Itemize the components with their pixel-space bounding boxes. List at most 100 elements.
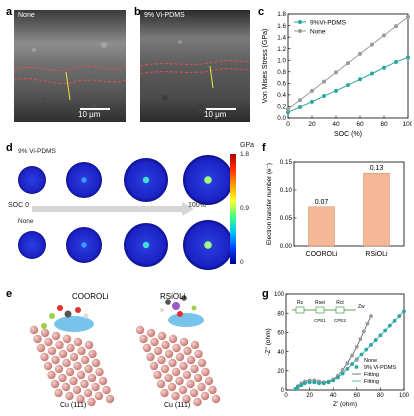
x-tick-label: 0 bbox=[286, 121, 290, 128]
data-point bbox=[340, 371, 345, 376]
cu-atom bbox=[65, 367, 75, 377]
y-tick-label: 0 bbox=[281, 388, 285, 394]
cu-atom bbox=[193, 373, 203, 383]
soc-arrow-head bbox=[182, 202, 194, 216]
cu-atom bbox=[168, 358, 177, 368]
data-point bbox=[358, 337, 363, 342]
fitting-line bbox=[295, 310, 405, 390]
circuit-label: Rsei bbox=[315, 300, 325, 306]
cu-atom bbox=[175, 376, 184, 386]
cu-atom bbox=[175, 352, 185, 362]
legend-marker bbox=[354, 365, 359, 369]
lithium-atom bbox=[41, 323, 47, 329]
data-point bbox=[354, 344, 359, 349]
cu-atom bbox=[80, 355, 90, 365]
cu-atom bbox=[182, 394, 191, 404]
map-row-top-label: 9% Vi-PDMS bbox=[18, 148, 56, 155]
data-point bbox=[321, 381, 326, 386]
cu-atom bbox=[156, 379, 166, 389]
data-point bbox=[307, 380, 312, 385]
colorbar bbox=[230, 154, 236, 264]
cu-atom bbox=[102, 385, 111, 395]
data-point bbox=[310, 99, 314, 104]
cu-atom bbox=[73, 361, 82, 371]
circuit-label: Rct bbox=[336, 300, 344, 306]
cu-atom bbox=[54, 388, 63, 398]
cu-atom bbox=[33, 334, 42, 344]
data-point bbox=[286, 110, 290, 115]
cu-atom bbox=[36, 343, 46, 353]
data-point bbox=[365, 321, 370, 326]
panel-g-label: g bbox=[262, 288, 269, 300]
data-point bbox=[387, 323, 392, 328]
charge-density-cooroli bbox=[54, 316, 94, 332]
panel-f-label: f bbox=[262, 142, 266, 154]
panel-b-label: b bbox=[134, 6, 141, 18]
cu-atom bbox=[157, 355, 166, 365]
data-point bbox=[382, 33, 386, 38]
cu-atom bbox=[40, 352, 49, 362]
cu-atom bbox=[87, 373, 97, 383]
bar-rsioli bbox=[363, 172, 390, 247]
resistor bbox=[315, 306, 325, 314]
data-point bbox=[370, 42, 374, 47]
data-point bbox=[394, 24, 398, 29]
cu-atom bbox=[76, 394, 85, 404]
cu-atom bbox=[160, 364, 170, 374]
legend-label: None bbox=[310, 28, 326, 35]
circuit-label: Rs bbox=[297, 300, 304, 306]
cu-atom bbox=[171, 391, 180, 401]
y-tick-label: 0.2 bbox=[277, 104, 286, 111]
legend-label: Fitting bbox=[364, 379, 379, 385]
x-tick-label: 80 bbox=[377, 393, 384, 399]
circuit-label: CPE2 bbox=[334, 318, 346, 323]
data-point bbox=[370, 71, 374, 76]
bar-cooroli bbox=[308, 206, 335, 247]
y-tick-label: 80 bbox=[277, 311, 284, 317]
cu-atom bbox=[77, 346, 86, 356]
cu-atom bbox=[167, 382, 177, 392]
chart-f: 0.00 0.05 0.10 0.15 Electron transfer number… bbox=[266, 159, 405, 258]
panel-e-label: e bbox=[6, 288, 13, 300]
y-tick-label: 1.0 bbox=[277, 57, 286, 64]
data-point bbox=[406, 14, 410, 19]
sem-tag-none: None bbox=[18, 12, 35, 19]
y-tick-label: 0.05 bbox=[280, 215, 293, 222]
data-point bbox=[322, 79, 326, 84]
data-point bbox=[364, 347, 369, 352]
data-point bbox=[326, 380, 331, 385]
x-tick-label: 20 bbox=[306, 393, 313, 399]
panel-d-label: d bbox=[6, 142, 13, 154]
panel-c-label: c bbox=[258, 6, 265, 18]
data-point bbox=[369, 314, 373, 318]
soc-start-label: SOC 0 bbox=[8, 202, 30, 209]
colorbar-tick-mid: 0.9 bbox=[240, 205, 250, 212]
stress-hotspot bbox=[204, 241, 212, 249]
cu-atom bbox=[105, 394, 115, 404]
data-point bbox=[336, 375, 340, 380]
y-tick-label: 0.8 bbox=[277, 69, 286, 76]
cu-atom bbox=[84, 340, 94, 350]
cu-atom bbox=[189, 388, 199, 398]
cu-atom bbox=[98, 376, 108, 386]
lithium-atom bbox=[191, 305, 197, 311]
cu-atom bbox=[164, 373, 173, 383]
plot-frame bbox=[287, 13, 409, 119]
legend-label: Fitting bbox=[364, 372, 379, 378]
carbon-atom bbox=[181, 295, 187, 301]
scale-bar-label: 10 μm bbox=[78, 110, 101, 119]
surface-label-left: Cu (111) bbox=[60, 402, 87, 409]
stress-hotspot bbox=[142, 241, 150, 249]
carbon-atom bbox=[64, 310, 72, 318]
y-tick-label: 0.10 bbox=[280, 187, 293, 194]
cu-atom bbox=[61, 382, 71, 392]
data-point bbox=[334, 70, 338, 75]
cu-atom bbox=[62, 334, 72, 344]
stress-hotspot bbox=[30, 178, 34, 182]
cu-atom bbox=[54, 364, 64, 374]
data-point bbox=[346, 61, 350, 66]
y-tick-label: 0.00 bbox=[280, 243, 293, 250]
stress-hotspot bbox=[81, 177, 87, 183]
surface-label-right: Cu (111) bbox=[164, 402, 191, 409]
data-point bbox=[331, 378, 336, 383]
